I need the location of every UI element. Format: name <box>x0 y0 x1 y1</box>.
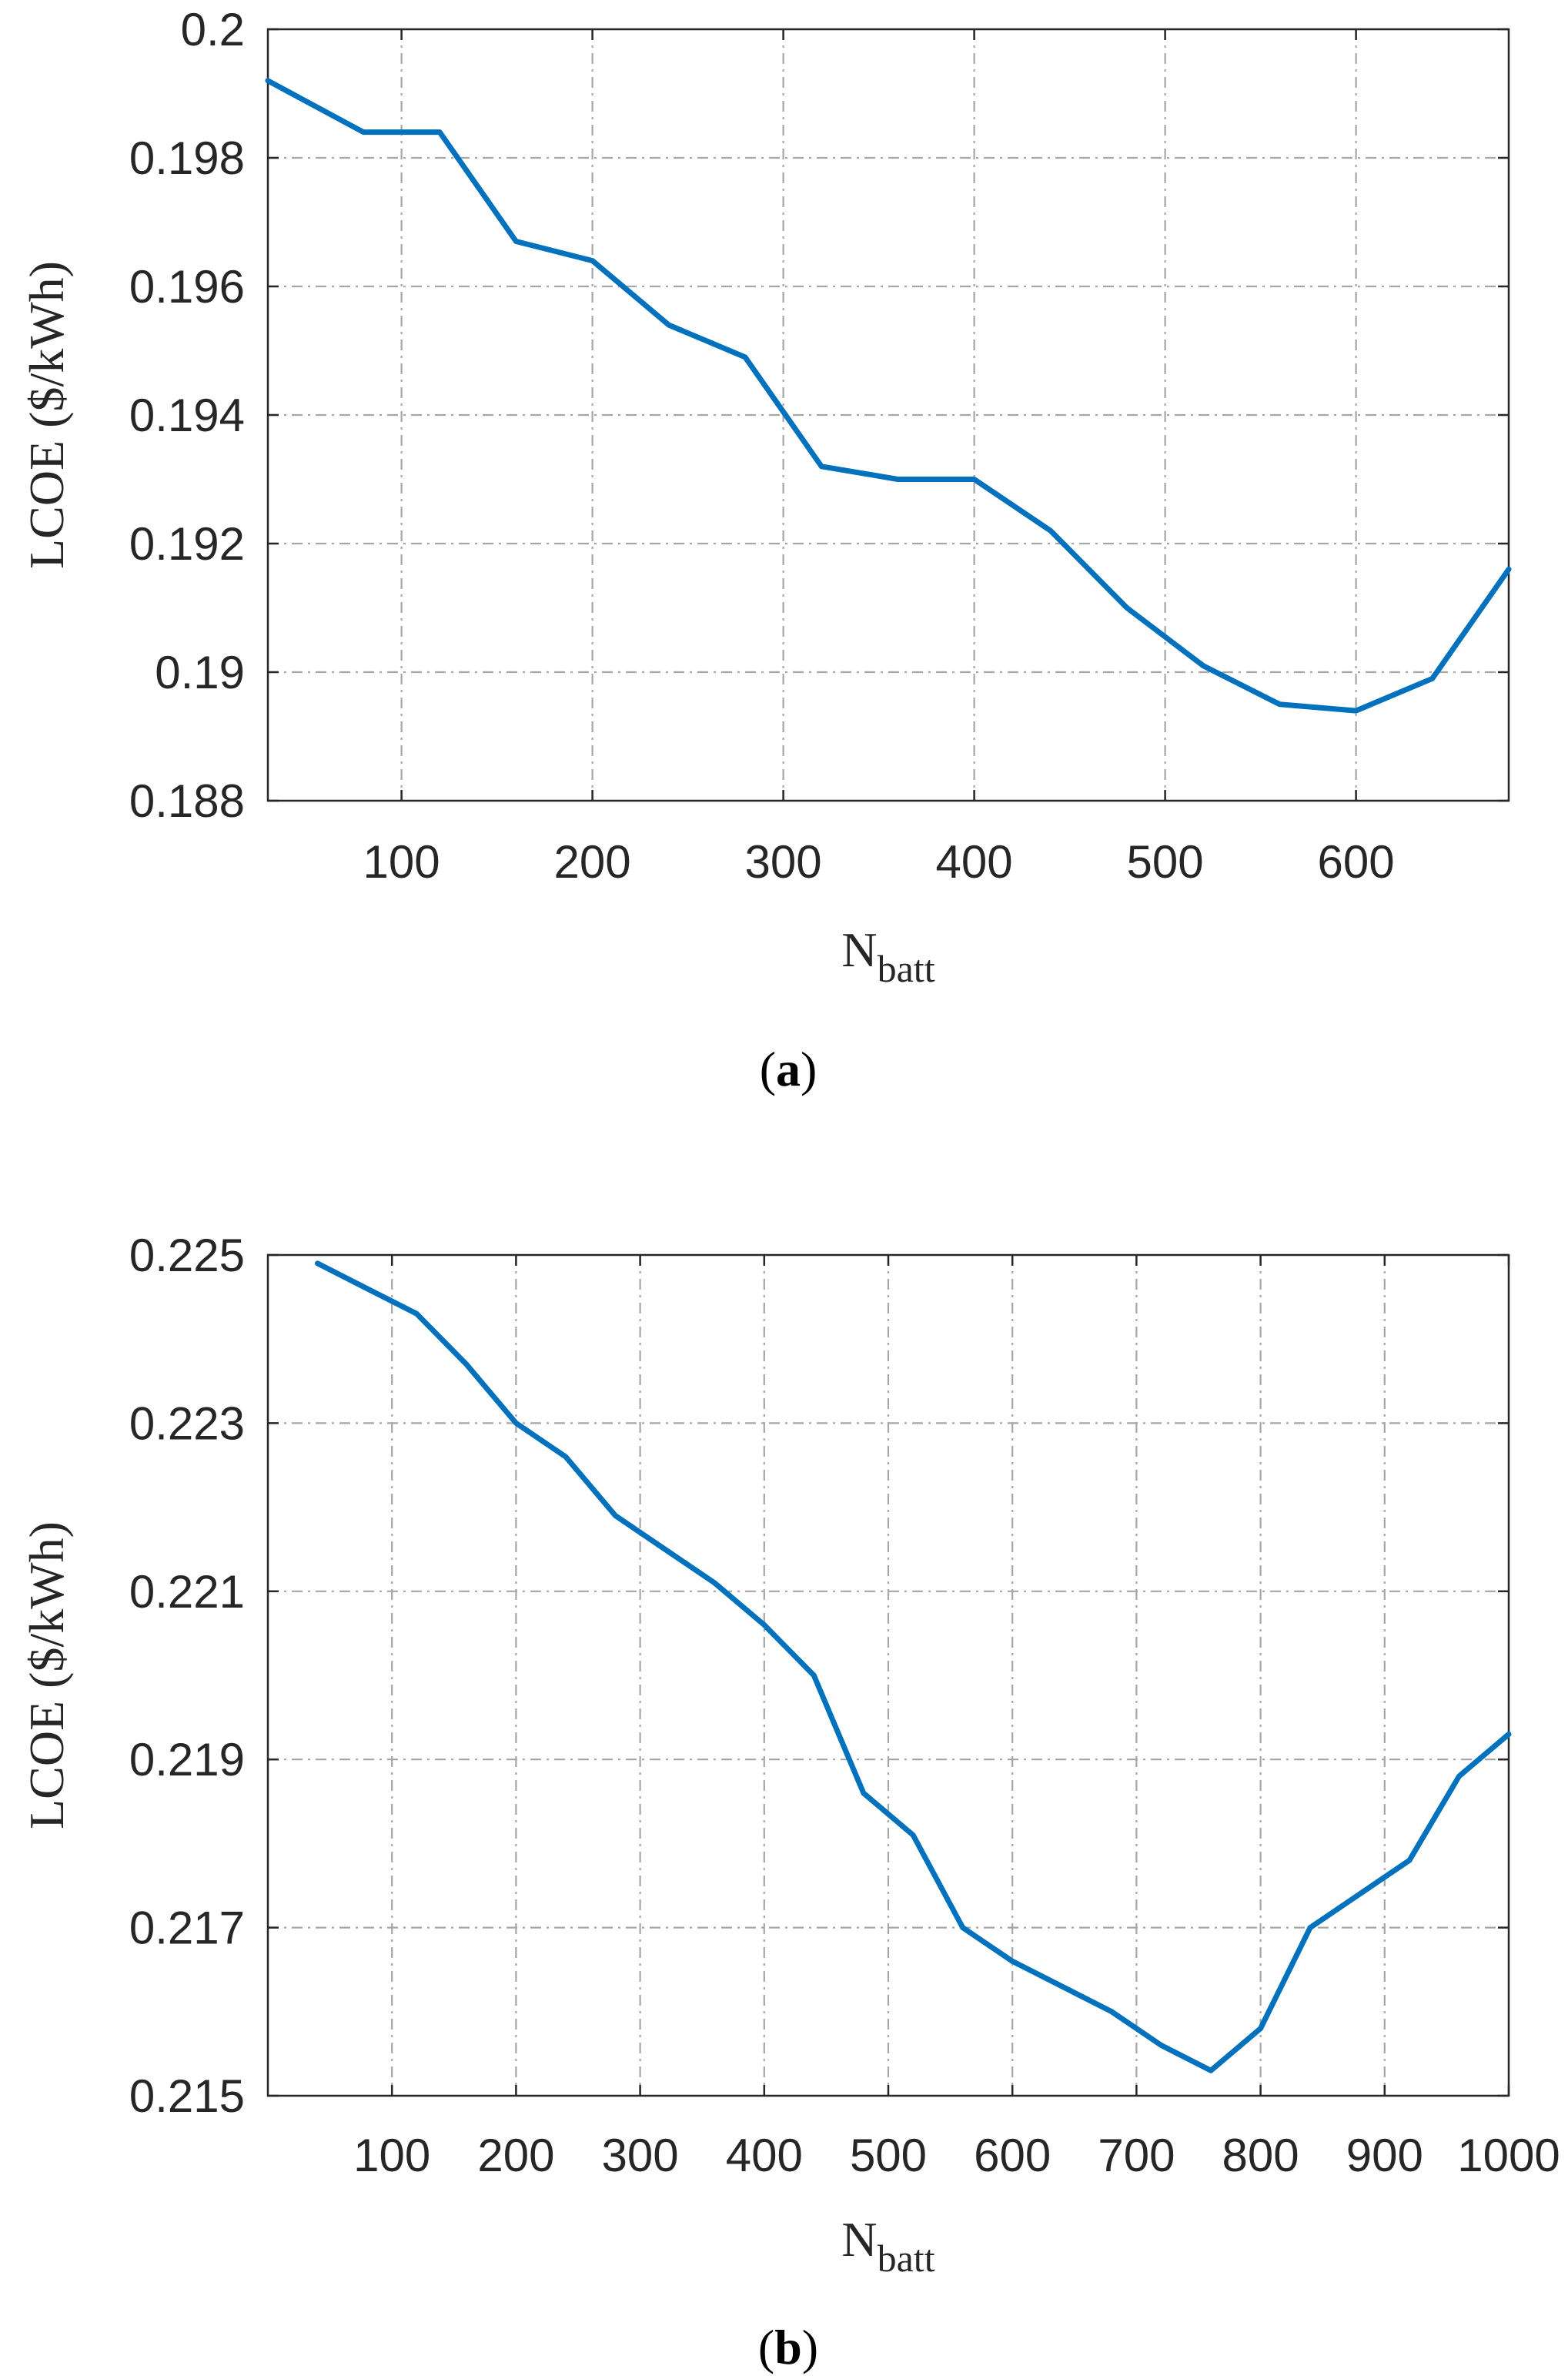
x-axis-label-subscript: batt <box>878 2237 935 2280</box>
x-axis-label-main: N <box>841 2212 877 2267</box>
grid-lines <box>268 29 1509 801</box>
panel-caption: (a) <box>760 1042 817 1096</box>
data-points <box>266 79 1511 713</box>
data-point <box>513 239 518 244</box>
tick-marks <box>268 28 1509 802</box>
panel-caption: (b) <box>758 2320 818 2374</box>
data-point <box>563 1454 568 1459</box>
y-tick-label: 0.2 <box>181 4 245 55</box>
data-point <box>1048 528 1053 533</box>
data-point <box>414 1311 419 1316</box>
data-point <box>762 1622 767 1627</box>
data-point <box>712 1581 717 1585</box>
data-point <box>667 323 671 327</box>
data-point <box>972 477 977 482</box>
chart-panel-b: 100 200 300 400 500 600 700 800 900 1000 0.2150.2… <box>19 1230 1560 2374</box>
y-tick-label: 0.225 <box>129 1230 245 1281</box>
data-point <box>266 79 270 83</box>
x-tick-label: 100 <box>363 836 440 888</box>
x-tick-label: 800 <box>1222 2130 1299 2181</box>
data-point <box>1358 1892 1362 1896</box>
y-tick-label: 0.221 <box>129 1566 245 1618</box>
data-point <box>613 1514 617 1518</box>
data-point <box>861 1791 866 1795</box>
data-point <box>1277 702 1282 707</box>
data-point <box>1506 567 1511 571</box>
y-tick-label: 0.19 <box>155 647 245 698</box>
x-tick-labels: 100 200 300 400 500 600 <box>363 836 1395 888</box>
data-point <box>315 1261 319 1266</box>
y-tick-label: 0.215 <box>129 2070 245 2122</box>
x-tick-label: 400 <box>726 2130 803 2181</box>
series-line <box>265 78 1512 714</box>
data-point <box>961 1926 965 1930</box>
y-tick-label: 0.217 <box>129 1902 245 1954</box>
data-point <box>361 130 366 135</box>
x-axis-label: Nbatt <box>841 2212 934 2280</box>
data-point <box>1354 708 1359 713</box>
data-point <box>895 477 900 482</box>
chart-panel-a: 100 200 300 400 500 600 0.1880.190.1920.1940.… <box>19 4 1512 1096</box>
y-tick-label: 0.196 <box>129 261 245 313</box>
data-point <box>1457 1774 1462 1779</box>
x-tick-label: 500 <box>850 2130 927 2181</box>
x-tick-label: 300 <box>602 2130 679 2181</box>
x-tick-label: 600 <box>1318 836 1395 888</box>
data-point <box>513 1421 518 1425</box>
x-tick-label: 200 <box>477 2130 554 2181</box>
data-point <box>1506 1732 1511 1736</box>
y-tick-label: 0.223 <box>129 1397 245 1449</box>
data-point <box>819 464 824 469</box>
y-tick-labels: 0.188 0.19 0.192 0.194 0.196 0.198 0.2 <box>129 4 245 827</box>
data-point <box>1259 2026 1263 2031</box>
data-point <box>1201 664 1205 668</box>
x-tick-label: 600 <box>974 2130 1051 2181</box>
x-axis-label-subscript: batt <box>878 947 935 990</box>
y-axis-label: LCOE ($/kWh) <box>19 1521 74 1829</box>
data-point <box>1209 2068 1213 2073</box>
x-tick-labels: 100 200 300 400 500 600 700 800 900 1000 <box>353 2130 1560 2181</box>
y-tick-label: 0.194 <box>129 390 245 441</box>
data-point <box>590 259 595 263</box>
x-tick-label: 500 <box>1127 836 1204 888</box>
x-tick-label: 700 <box>1098 2130 1175 2181</box>
data-point <box>365 1287 369 1291</box>
data-point <box>1430 676 1435 681</box>
data-point <box>1010 1959 1015 1963</box>
data-point <box>911 1832 915 1837</box>
data-point <box>663 1547 667 1551</box>
y-tick-label: 0.198 <box>129 132 245 184</box>
y-axis-label: LCOE ($/kWh) <box>19 261 74 569</box>
data-point <box>1407 1858 1412 1862</box>
x-tick-label: 900 <box>1346 2130 1423 2181</box>
x-tick-label: 400 <box>936 836 1013 888</box>
series-line <box>315 1260 1512 2073</box>
panel-caption-letter: a <box>776 1042 801 1096</box>
y-tick-label: 0.188 <box>129 775 245 827</box>
data-points <box>315 1261 1511 2073</box>
x-tick-label: 1000 <box>1457 2130 1560 2181</box>
grid-lines <box>268 1255 1509 2096</box>
data-point <box>464 1362 469 1367</box>
x-tick-label: 200 <box>554 836 631 888</box>
data-point <box>743 355 747 360</box>
data-point <box>811 1673 816 1678</box>
data-point <box>1060 1984 1065 1989</box>
y-tick-labels: 0.215 0.217 0.219 0.221 0.223 0.225 <box>129 1230 245 2122</box>
data-point <box>1308 1926 1312 1930</box>
tick-marks <box>268 1253 1510 2097</box>
x-tick-label: 100 <box>353 2130 430 2181</box>
data-point <box>1159 2043 1164 2047</box>
panel-caption-letter: b <box>774 2320 802 2374</box>
y-tick-label: 0.219 <box>129 1734 245 1785</box>
data-point <box>437 130 442 135</box>
x-axis-label-main: N <box>841 922 877 977</box>
x-tick-label: 300 <box>745 836 822 888</box>
y-tick-label: 0.192 <box>129 518 245 570</box>
data-point <box>1109 2010 1114 2014</box>
x-axis-label: Nbatt <box>841 922 934 990</box>
data-point <box>1125 606 1129 611</box>
